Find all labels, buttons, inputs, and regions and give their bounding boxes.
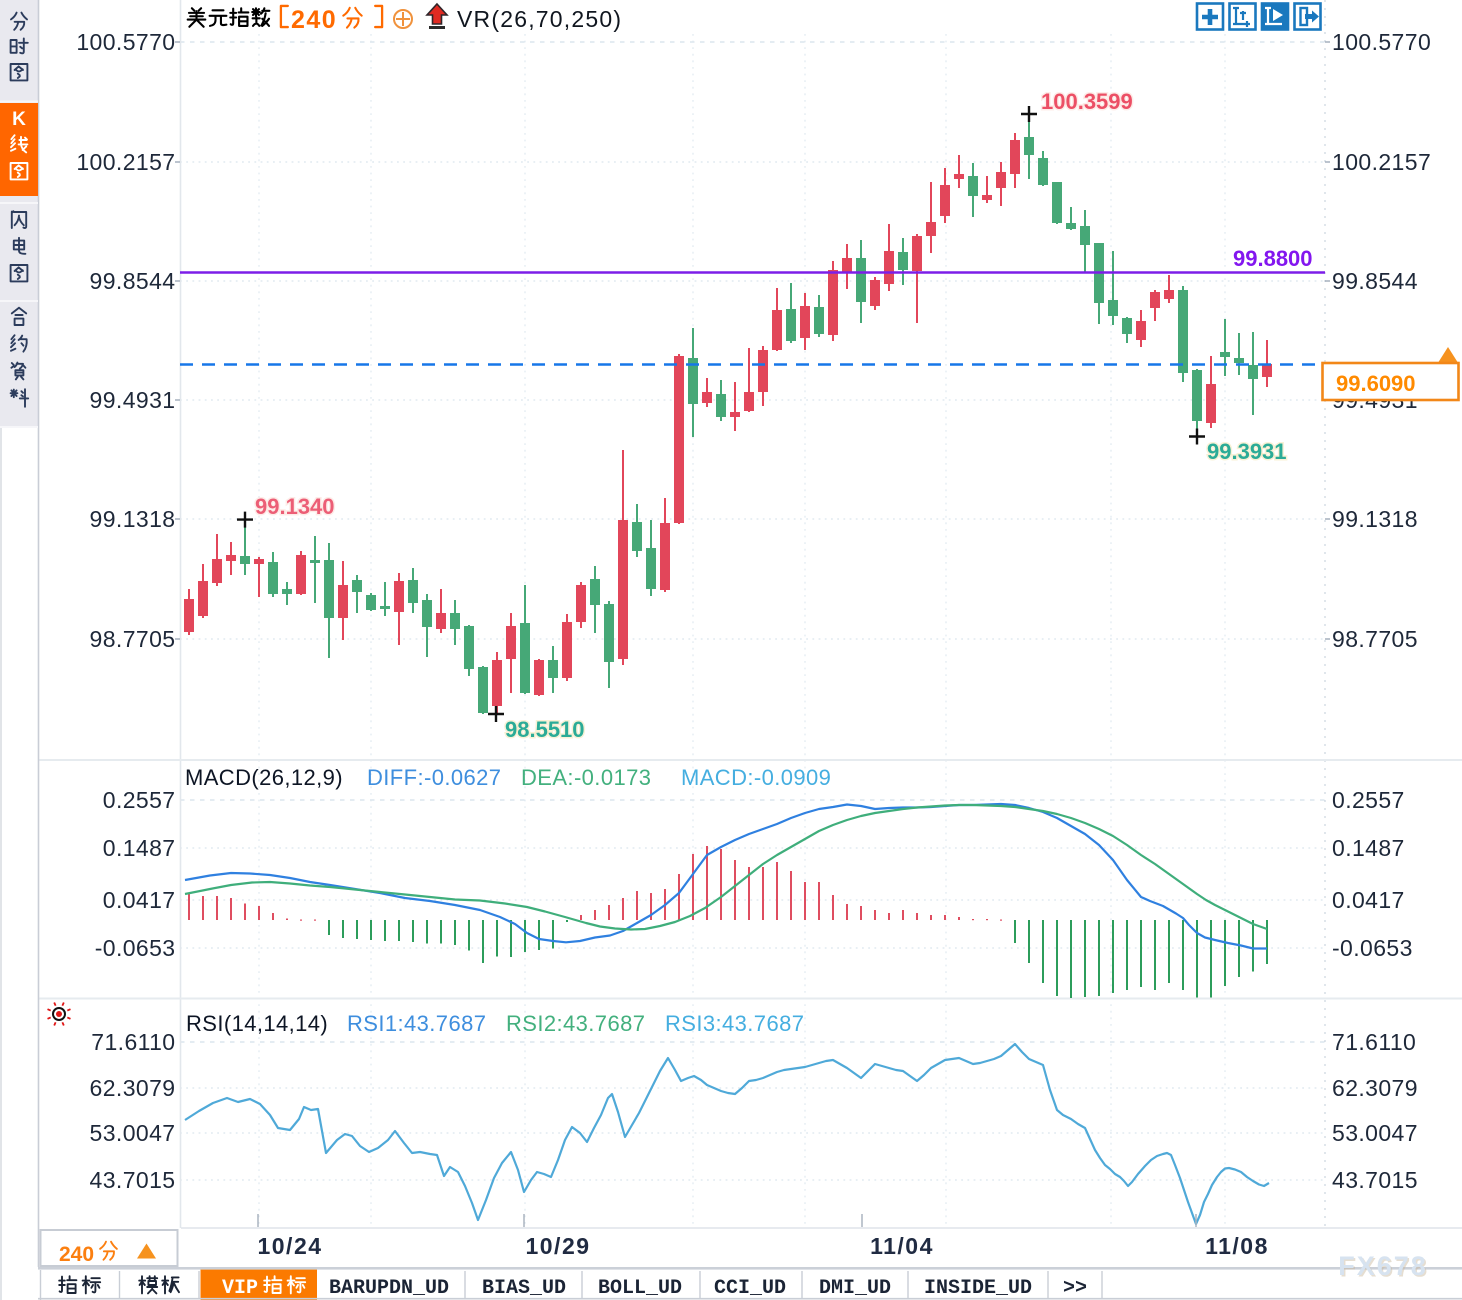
svg-text:-0.0653: -0.0653: [95, 935, 176, 961]
svg-text:RSI2:43.7687: RSI2:43.7687: [506, 1011, 645, 1036]
svg-text:K: K: [12, 109, 26, 130]
svg-text:0.0417: 0.0417: [103, 887, 176, 913]
svg-text:99.4931: 99.4931: [90, 387, 176, 413]
svg-text:99.3931: 99.3931: [1207, 439, 1287, 464]
svg-text:43.7015: 43.7015: [90, 1167, 176, 1193]
svg-text:71.6110: 71.6110: [91, 1029, 175, 1055]
svg-text:43.7015: 43.7015: [1332, 1167, 1418, 1193]
svg-text:98.7705: 98.7705: [90, 626, 176, 652]
svg-text:71.6110: 71.6110: [1332, 1029, 1416, 1055]
svg-text:CCI_UD: CCI_UD: [714, 1277, 786, 1300]
svg-text:100.2157: 100.2157: [1332, 149, 1431, 175]
svg-text:DIFF:-0.0627: DIFF:-0.0627: [367, 765, 501, 790]
svg-text:MACD(26,12,9): MACD(26,12,9): [185, 765, 343, 790]
svg-text:FX678: FX678: [1340, 1253, 1430, 1283]
svg-text:FX678: FX678: [1338, 1251, 1428, 1281]
svg-text:98.5510: 98.5510: [505, 717, 585, 742]
svg-text:RSI3:43.7687: RSI3:43.7687: [665, 1011, 804, 1036]
svg-text:MACD:-0.0909: MACD:-0.0909: [681, 765, 831, 790]
svg-text:240: 240: [291, 6, 337, 34]
svg-text:0.0417: 0.0417: [1332, 887, 1405, 913]
svg-text:BOLL_UD: BOLL_UD: [598, 1277, 682, 1300]
svg-text:53.0047: 53.0047: [90, 1120, 176, 1146]
svg-text:0.1487: 0.1487: [1332, 835, 1405, 861]
svg-text:0.1487: 0.1487: [103, 835, 176, 861]
svg-text:RSI(14,14,14): RSI(14,14,14): [186, 1011, 328, 1036]
svg-text:10/29: 10/29: [525, 1233, 590, 1259]
svg-text:99.8544: 99.8544: [90, 268, 176, 294]
svg-text:100.5770: 100.5770: [1332, 29, 1431, 55]
svg-text:99.8800: 99.8800: [1233, 246, 1313, 271]
svg-text:RSI1:43.7687: RSI1:43.7687: [347, 1011, 486, 1036]
svg-text:62.3079: 62.3079: [90, 1075, 176, 1101]
svg-text:11/04: 11/04: [870, 1233, 934, 1259]
svg-text:240: 240: [59, 1243, 94, 1266]
svg-text:99.8544: 99.8544: [1332, 268, 1418, 294]
svg-text:0.2557: 0.2557: [1332, 787, 1405, 813]
svg-text:VR(26,70,250): VR(26,70,250): [457, 6, 622, 32]
svg-text:INSIDE_UD: INSIDE_UD: [924, 1277, 1032, 1300]
svg-text:-0.0653: -0.0653: [1332, 935, 1413, 961]
svg-text:VIP: VIP: [222, 1277, 258, 1300]
svg-text:62.3079: 62.3079: [1332, 1075, 1418, 1101]
svg-text:DMI_UD: DMI_UD: [819, 1277, 891, 1300]
svg-text:100.3599: 100.3599: [1041, 89, 1133, 114]
svg-text:99.1340: 99.1340: [255, 494, 335, 519]
svg-text:100.5770: 100.5770: [76, 29, 175, 55]
svg-text:0.2557: 0.2557: [103, 787, 176, 813]
svg-text:100.2157: 100.2157: [76, 149, 175, 175]
svg-text:BIAS_UD: BIAS_UD: [482, 1277, 566, 1300]
svg-text:53.0047: 53.0047: [1332, 1120, 1418, 1146]
svg-text:99.6090: 99.6090: [1336, 371, 1416, 396]
svg-text:11/08: 11/08: [1205, 1233, 1269, 1259]
svg-text:BARUPDN_UD: BARUPDN_UD: [329, 1277, 449, 1300]
svg-text:99.1318: 99.1318: [90, 506, 176, 532]
svg-text:99.1318: 99.1318: [1332, 506, 1418, 532]
svg-text:DEA:-0.0173: DEA:-0.0173: [521, 765, 651, 790]
svg-text:>>: >>: [1063, 1277, 1087, 1300]
svg-text:10/24: 10/24: [257, 1233, 322, 1259]
svg-text:98.7705: 98.7705: [1332, 626, 1418, 652]
